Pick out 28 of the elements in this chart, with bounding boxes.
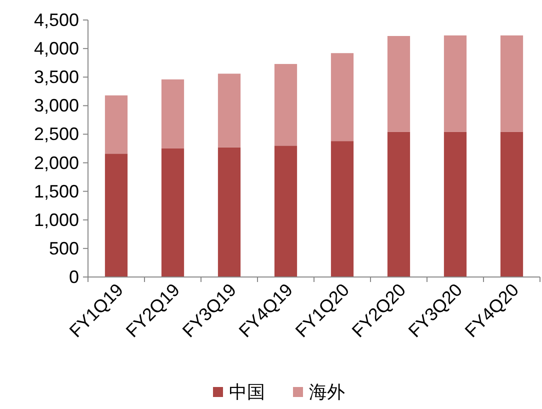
bar (218, 74, 241, 148)
y-tick-label: 1,500 (34, 181, 79, 202)
bar (104, 95, 128, 154)
bar (500, 35, 524, 132)
y-tick-label: 1,000 (34, 210, 79, 230)
bar (444, 35, 467, 132)
legend-label: 中国 (229, 382, 265, 402)
bar (274, 146, 298, 277)
bar (387, 36, 410, 132)
y-tick-label: 500 (48, 238, 79, 258)
legend-label: 海外 (309, 382, 345, 402)
y-tick-label: 3,500 (34, 67, 79, 88)
bar (161, 79, 184, 148)
y-tick-label: 2,500 (34, 124, 79, 144)
bar (330, 53, 354, 142)
y-tick-label: 0 (68, 267, 79, 287)
bar (218, 147, 241, 277)
y-tick-label: 4,500 (34, 10, 79, 30)
bar (104, 154, 128, 277)
bar (500, 132, 524, 277)
bar (444, 132, 467, 277)
bar (274, 64, 298, 146)
bar (330, 141, 354, 277)
y-tick-label: 4,000 (34, 38, 79, 59)
y-tick-label: 2,000 (34, 152, 79, 173)
bar (161, 148, 184, 277)
y-tick-label: 3,000 (34, 96, 79, 116)
bar (387, 132, 410, 277)
